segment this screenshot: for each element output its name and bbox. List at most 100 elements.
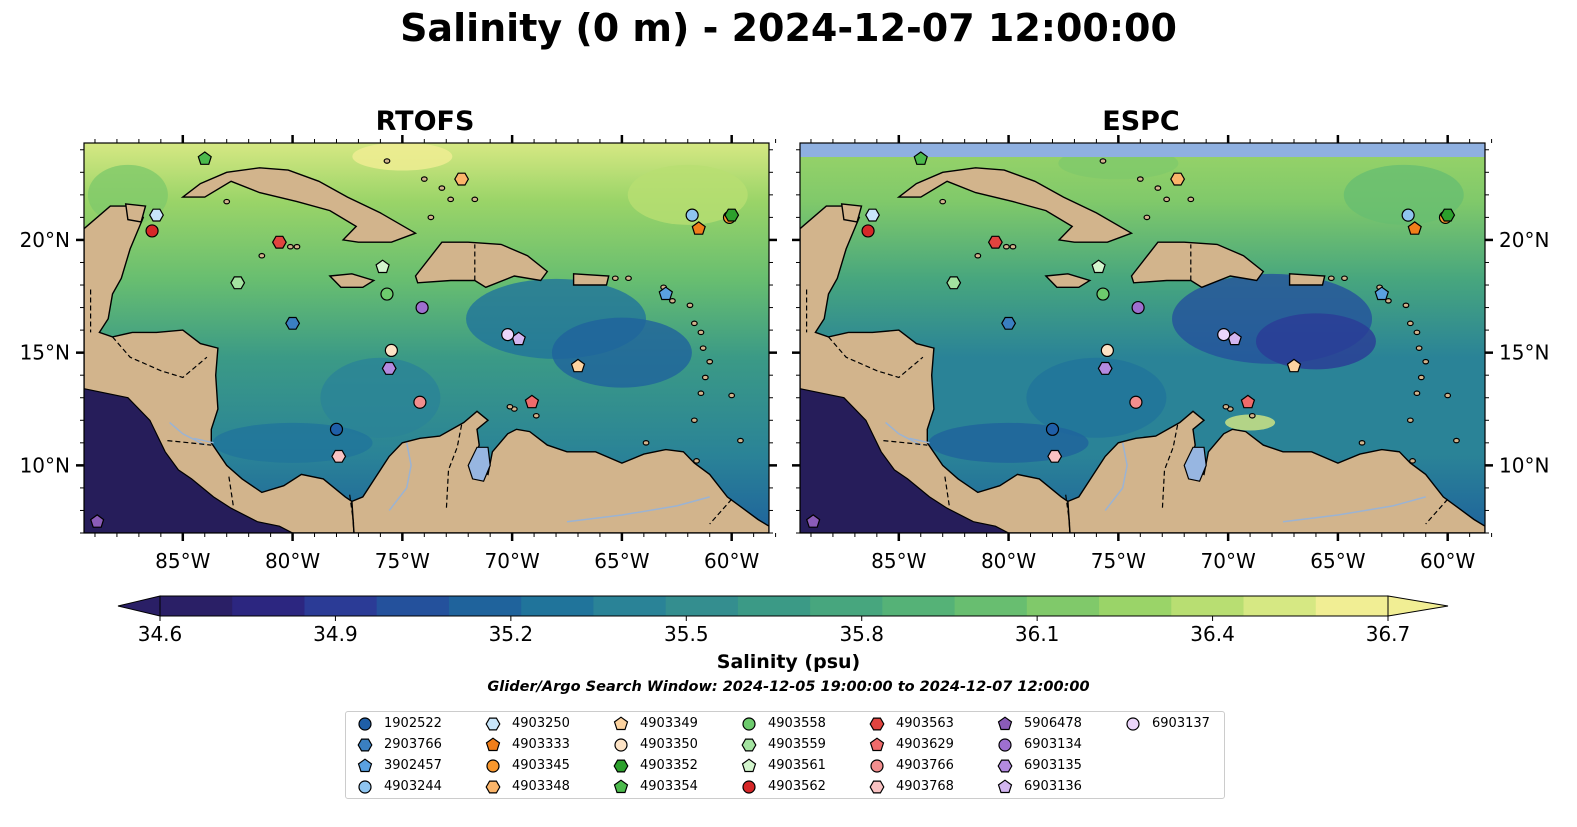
float-4903348 xyxy=(1170,172,1186,186)
legend-label: 4903561 xyxy=(768,758,826,773)
float-6903137 xyxy=(1217,328,1231,342)
colorbar-tick-label: 35.2 xyxy=(489,622,534,646)
float-6903134 xyxy=(1131,300,1145,315)
colorbar-segment xyxy=(232,596,305,616)
colorbar-segment xyxy=(160,596,233,616)
legend-label: 4903349 xyxy=(640,716,698,731)
lon-tick-label: 70°W xyxy=(485,549,540,573)
lat-tick-label: 20°N xyxy=(20,228,70,252)
float-6903137 xyxy=(501,328,515,342)
colorbar-segment xyxy=(810,596,883,616)
hexagon-marker-icon xyxy=(869,717,885,731)
lat-tick-label: 20°N xyxy=(1499,228,1549,252)
float-4903250 xyxy=(865,208,880,222)
colorbar-segment xyxy=(882,596,956,616)
legend-label: 4903559 xyxy=(768,737,826,752)
colorbar-tick-label: 36.4 xyxy=(1190,622,1235,646)
pentagon-marker-icon xyxy=(613,716,629,731)
figure-title: Salinity (0 m) - 2024-12-07 12:00:00 xyxy=(400,6,1177,50)
circle-marker-icon xyxy=(998,738,1012,752)
lon-tick-label: 70°W xyxy=(1201,549,1256,573)
legend-marker xyxy=(357,738,373,752)
float-5906478 xyxy=(805,514,821,528)
legend-label: 6903136 xyxy=(1024,779,1082,794)
legend-marker xyxy=(997,759,1013,773)
hexagon-marker-icon xyxy=(869,780,885,794)
float-4903561 xyxy=(1091,259,1106,274)
legend-marker xyxy=(358,717,372,731)
circle-marker-icon xyxy=(486,759,500,773)
pentagon-marker-icon xyxy=(741,758,757,773)
colorbar-segment xyxy=(665,596,739,616)
legend-label: 5906478 xyxy=(1024,716,1082,731)
lat-tick-label: 15°N xyxy=(1499,341,1549,365)
land-cuba xyxy=(896,167,1134,243)
float-1902522 xyxy=(329,422,344,436)
lon-tick-label: 75°W xyxy=(375,549,430,573)
legend-marker xyxy=(741,738,757,752)
colorbar-tick-label: 34.9 xyxy=(313,622,358,646)
panel-title-espc: ESPC xyxy=(1102,106,1180,137)
legend-label: 4903333 xyxy=(512,737,570,752)
legend-marker xyxy=(486,759,500,773)
float-3902457 xyxy=(658,286,674,301)
legend-label: 4903558 xyxy=(768,716,826,731)
map-panel-espc: 85°W 80°W 75°W 70°W 65°W 60°W 20°N 15°N 10°N xyxy=(792,135,1549,573)
float-4903354 xyxy=(197,151,212,165)
land-puertoRico xyxy=(572,273,610,286)
float-4903244 xyxy=(685,208,699,222)
circle-marker-icon xyxy=(358,780,372,794)
lon-tick-label: 75°W xyxy=(1091,549,1146,573)
colorbar-segment xyxy=(954,596,1028,616)
lat-tick-label: 10°N xyxy=(1499,453,1549,477)
legend-marker xyxy=(613,759,629,773)
legend-marker xyxy=(870,759,884,773)
legend-label: 4903352 xyxy=(640,758,698,773)
legend-marker xyxy=(997,779,1013,794)
float-4903629 xyxy=(524,394,540,409)
float-6903135 xyxy=(1097,361,1113,375)
float-6903134 xyxy=(415,300,429,315)
pentagon-marker-icon xyxy=(357,758,373,773)
float-4903350 xyxy=(384,343,398,357)
legend-label: 4903250 xyxy=(512,716,570,731)
legend-marker xyxy=(1126,717,1140,731)
hexagon-marker-icon xyxy=(357,738,373,752)
circle-marker-icon xyxy=(1126,717,1140,731)
circle-marker-icon xyxy=(742,780,756,794)
no-data-band xyxy=(800,143,1485,157)
colorbar-tick-label: 36.1 xyxy=(1015,622,1060,646)
float-4903768 xyxy=(1047,449,1063,463)
float-4903348 xyxy=(454,172,470,186)
colorbar-segment xyxy=(521,596,594,616)
pentagon-marker-icon xyxy=(485,737,501,752)
lon-tick-label: 85°W xyxy=(871,549,926,573)
lon-tick-label: 80°W xyxy=(265,549,320,573)
float-4903563 xyxy=(271,235,287,249)
land-southAm xyxy=(351,410,769,533)
land-hispaniola xyxy=(414,241,549,289)
colorbar-tick-label: 35.8 xyxy=(839,622,884,646)
circle-marker-icon xyxy=(742,717,756,731)
colorbar-segment xyxy=(1243,596,1317,616)
legend-marker xyxy=(869,780,885,794)
float-4903352 xyxy=(1440,208,1456,222)
float-4903563 xyxy=(987,235,1003,249)
land-yucatanTip xyxy=(124,203,147,223)
lon-tick-label: 60°W xyxy=(1420,549,1475,573)
legend-label: 4903348 xyxy=(512,779,570,794)
colorbar-segment xyxy=(304,596,378,616)
land-puertoRico xyxy=(1288,273,1326,286)
float-4903352 xyxy=(724,208,740,222)
float-3902457 xyxy=(1374,286,1390,301)
legend: 1902522 2903766 3902457 4903244 4903250 49033… xyxy=(345,711,1225,799)
legend-marker xyxy=(742,780,756,794)
legend-label: 6903134 xyxy=(1024,737,1082,752)
legend-marker xyxy=(613,716,629,731)
colorbar-segment xyxy=(1171,596,1245,616)
legend-label: 4903768 xyxy=(896,779,954,794)
float-4903244 xyxy=(1401,208,1415,222)
colorbar-segment xyxy=(593,596,667,616)
land-southAm xyxy=(1067,410,1485,533)
legend-label: 4903766 xyxy=(896,758,954,773)
